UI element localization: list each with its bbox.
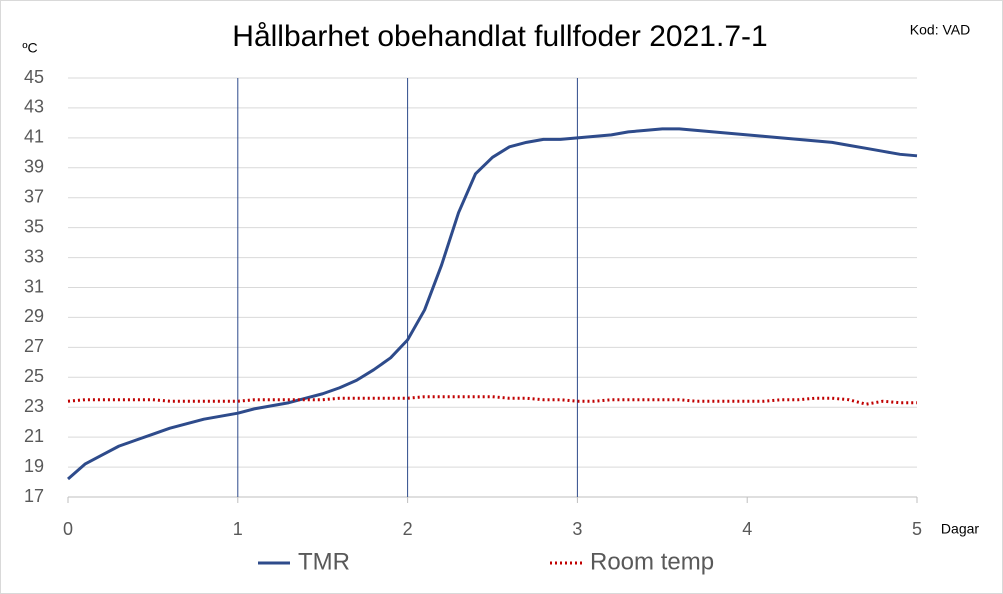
x-tick-label: 3 bbox=[572, 519, 582, 539]
y-tick-label: 35 bbox=[24, 216, 44, 236]
y-tick-label: 43 bbox=[24, 97, 44, 117]
x-tick-label: 1 bbox=[233, 519, 243, 539]
y-tick-label: 29 bbox=[24, 306, 44, 326]
legend-label: Room temp bbox=[590, 548, 714, 575]
y-tick-label: 45 bbox=[24, 67, 44, 87]
chart-title: Hållbarhet obehandlat fullfoder 2021.7-1 bbox=[232, 20, 767, 53]
y-tick-label: 41 bbox=[24, 127, 44, 147]
legend-label: TMR bbox=[298, 548, 350, 575]
x-tick-label: 2 bbox=[403, 519, 413, 539]
y-tick-label: 27 bbox=[24, 336, 44, 356]
series-line bbox=[67, 395, 917, 406]
y-tick-label: 39 bbox=[24, 157, 44, 177]
y-tick-label: 37 bbox=[24, 186, 44, 206]
y-tick-label: 19 bbox=[24, 456, 44, 476]
series-line bbox=[67, 127, 918, 481]
y-tick-label: 21 bbox=[24, 426, 44, 446]
y-axis-label: ºC bbox=[22, 40, 37, 56]
y-tick-label: 17 bbox=[24, 486, 44, 506]
x-axis-label: Dagar bbox=[941, 521, 979, 537]
x-tick-label: 5 bbox=[912, 519, 922, 539]
y-tick-label: 31 bbox=[24, 276, 44, 296]
y-tick-label: 23 bbox=[24, 396, 44, 416]
y-tick-label: 25 bbox=[24, 366, 44, 386]
code-label: Kod: VAD bbox=[910, 22, 970, 38]
x-tick-label: 4 bbox=[742, 519, 752, 539]
y-tick-label: 33 bbox=[24, 246, 44, 266]
x-tick-label: 0 bbox=[63, 519, 73, 539]
